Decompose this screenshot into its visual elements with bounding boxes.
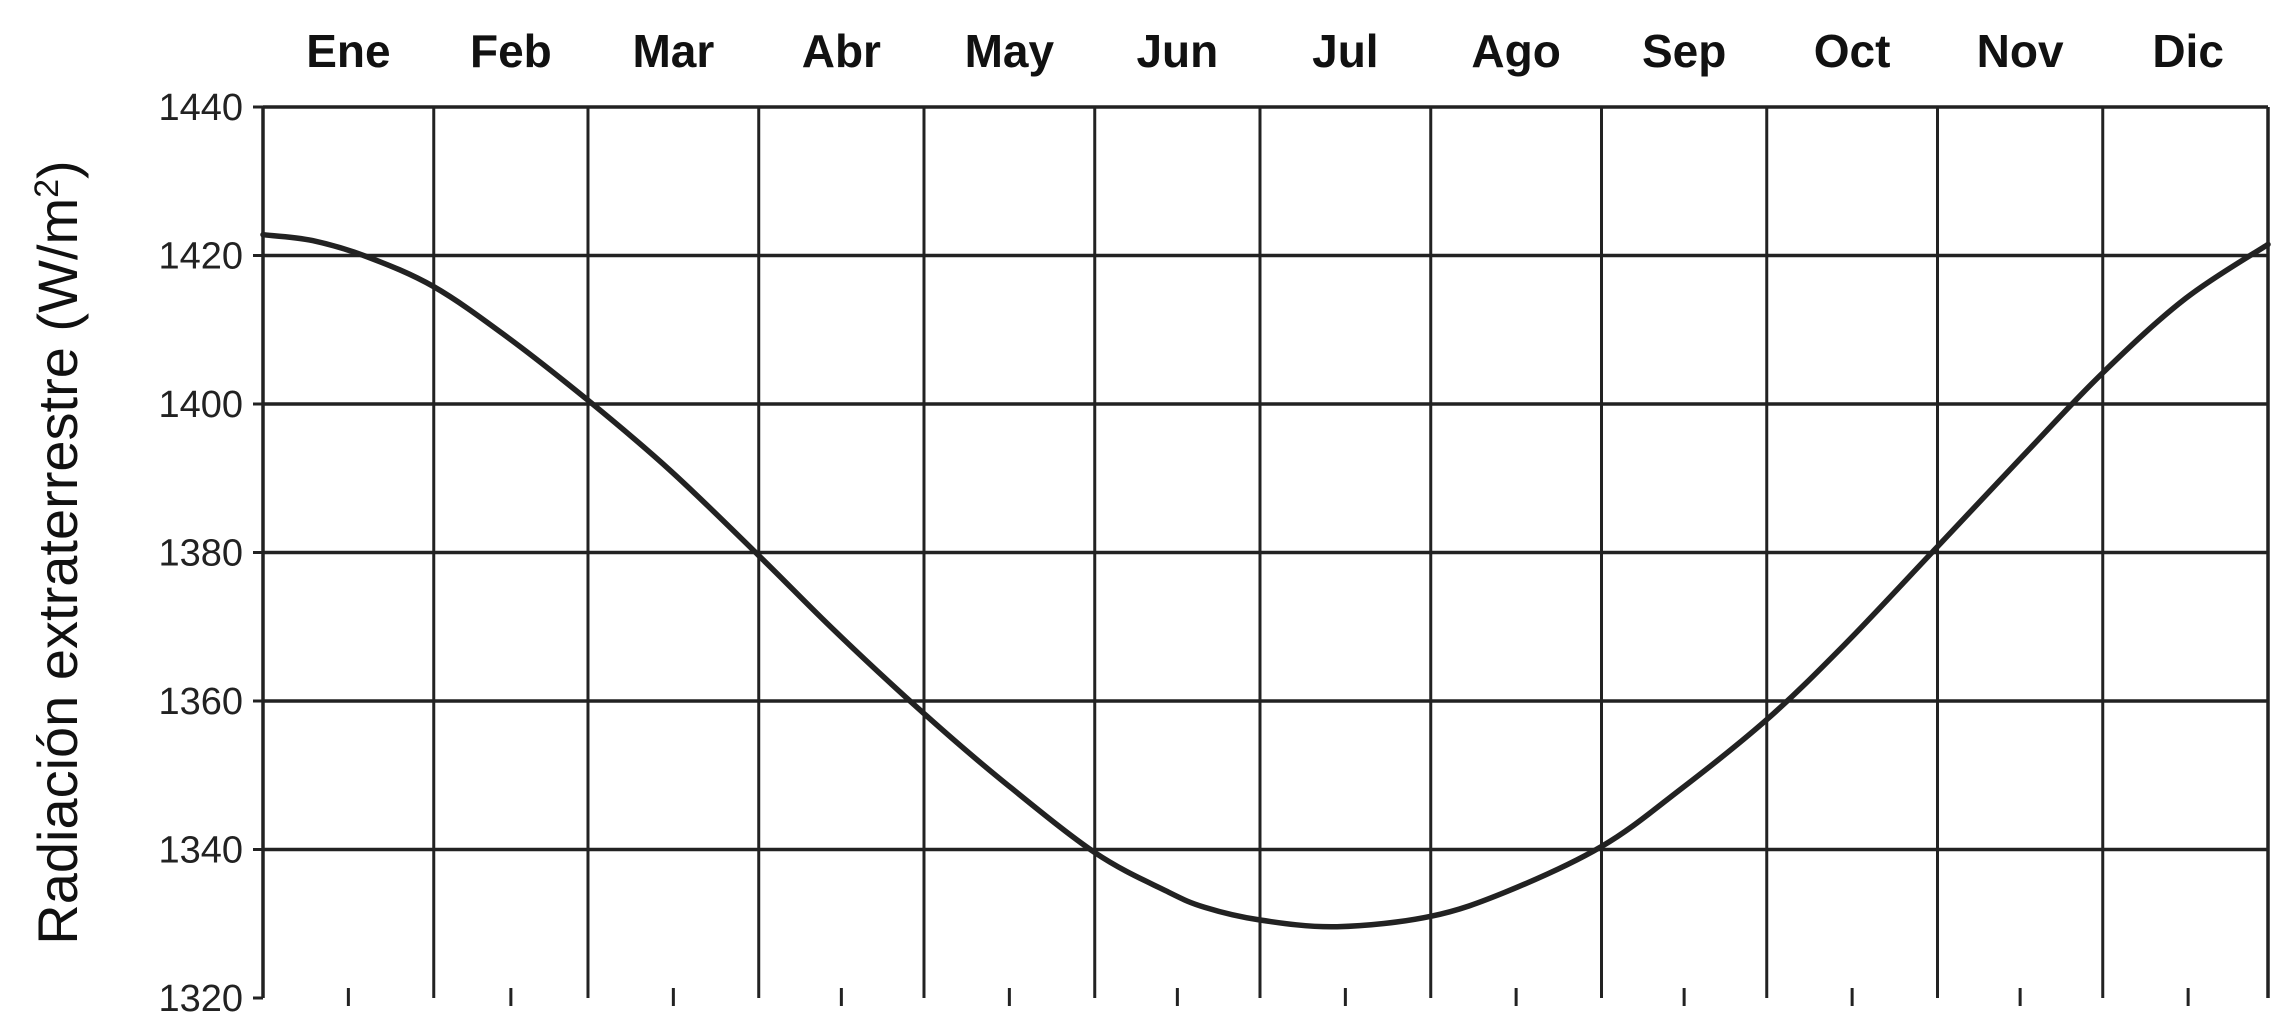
month-label: May bbox=[965, 25, 1055, 77]
month-label: Jul bbox=[1312, 25, 1378, 77]
y-axis-title-superscript: 2 bbox=[28, 179, 66, 198]
y-axis-title-close: ) bbox=[26, 160, 89, 179]
series-layer bbox=[260, 231, 2271, 930]
month-label: Oct bbox=[1814, 25, 1891, 77]
y-tick-label: 1340 bbox=[158, 830, 243, 872]
y-tick-label: 1320 bbox=[158, 978, 243, 1018]
series-line bbox=[260, 231, 2271, 930]
y-tick-label: 1420 bbox=[158, 236, 243, 278]
grid bbox=[263, 107, 2268, 998]
month-label: Jun bbox=[1136, 25, 1218, 77]
month-label: Mar bbox=[632, 25, 714, 77]
x-tick-marks bbox=[346, 988, 2190, 1006]
month-label: Nov bbox=[1977, 25, 2064, 77]
month-label: Feb bbox=[470, 25, 552, 77]
month-label: Sep bbox=[1642, 25, 1726, 77]
plot-frame bbox=[253, 105, 2270, 1000]
month-label: Ene bbox=[306, 25, 390, 77]
y-axis-title-text: Radiación extraterrestre (W/m bbox=[26, 198, 89, 945]
month-label: Ago bbox=[1471, 25, 1560, 77]
y-tick-label: 1360 bbox=[158, 681, 243, 723]
month-label: Dic bbox=[2152, 25, 2224, 77]
month-labels: Ene Feb Mar Abr May Jun Jul Ago Sep Oct Nov Dic bbox=[306, 25, 2224, 77]
y-tick-label: 1440 bbox=[158, 87, 243, 129]
y-tick-label: 1400 bbox=[158, 384, 243, 426]
y-tick-label: 1380 bbox=[158, 533, 243, 575]
month-label: Abr bbox=[802, 25, 881, 77]
y-tick-labels: 1320 1340 1360 1380 1400 1420 1440 bbox=[158, 87, 243, 1018]
y-axis-title: Radiación extraterrestre (W/m2) bbox=[26, 160, 89, 944]
